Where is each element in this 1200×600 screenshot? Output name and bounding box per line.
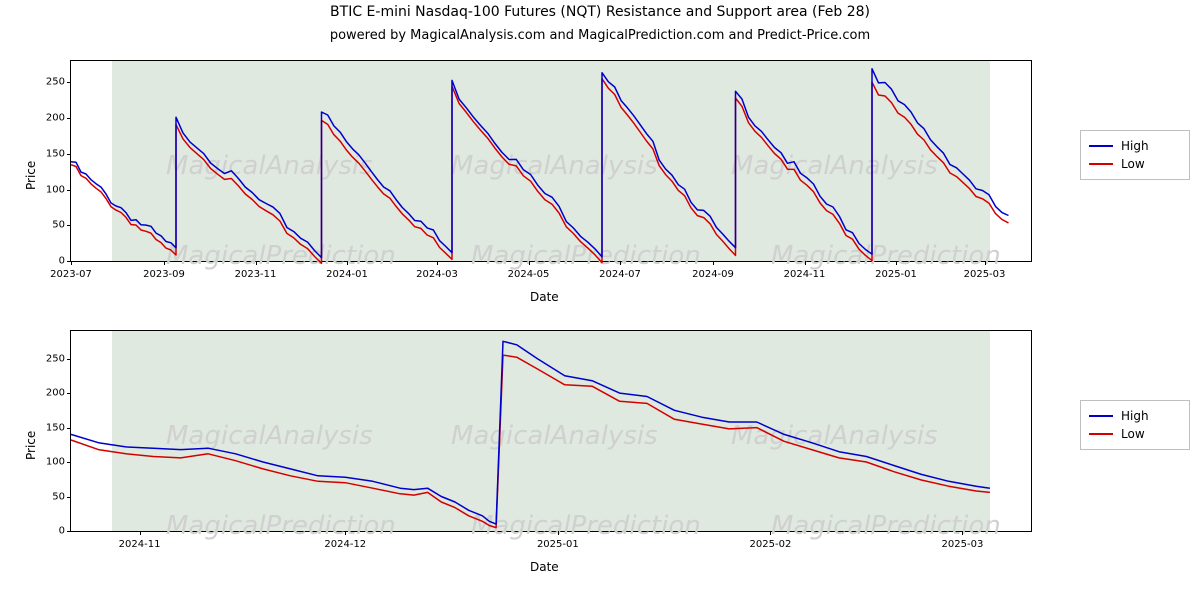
- y-tick-label: 100: [46, 457, 65, 468]
- legend-row-low: Low: [1089, 425, 1181, 443]
- x-tick-label: 2024-07: [599, 269, 641, 280]
- x-tick-label: 2024-09: [692, 269, 734, 280]
- x-tick-label: 2023-07: [50, 269, 92, 280]
- y-tick-label: 150: [46, 148, 65, 159]
- x-tick-label: 2024-01: [326, 269, 368, 280]
- chart-subtitle: powered by MagicalAnalysis.com and Magic…: [0, 28, 1200, 43]
- top-y-axis-label: Price: [24, 161, 38, 190]
- y-tick-label: 0: [59, 256, 65, 267]
- y-tick-label: 200: [46, 113, 65, 124]
- y-tick-label: 200: [46, 388, 65, 399]
- legend-label-low: Low: [1121, 157, 1145, 171]
- legend-row-high: High: [1089, 407, 1181, 425]
- x-tick-label: 2025-01: [537, 539, 579, 550]
- bottom-chart-lines: [71, 331, 1031, 531]
- top-chart-panel: MagicalAnalysisMagicalAnalysisMagicalAna…: [70, 60, 1032, 262]
- x-tick-label: 2024-03: [416, 269, 458, 280]
- x-tick-label: 2025-03: [942, 539, 984, 550]
- y-tick-label: 250: [46, 353, 65, 364]
- y-tick-label: 50: [52, 220, 65, 231]
- bottom-chart-panel: MagicalAnalysisMagicalAnalysisMagicalAna…: [70, 330, 1032, 532]
- y-tick-label: 100: [46, 184, 65, 195]
- legend-label-low: Low: [1121, 427, 1145, 441]
- legend-swatch-low: [1089, 433, 1113, 435]
- x-tick-label: 2025-01: [875, 269, 917, 280]
- x-tick-label: 2024-05: [508, 269, 550, 280]
- top-legend: High Low: [1080, 130, 1190, 180]
- y-tick-label: 50: [52, 491, 65, 502]
- legend-row-low: Low: [1089, 155, 1181, 173]
- x-tick-label: 2023-11: [235, 269, 277, 280]
- legend-label-high: High: [1121, 409, 1149, 423]
- legend-swatch-high: [1089, 145, 1113, 147]
- top-x-axis-label: Date: [530, 290, 559, 304]
- bottom-x-axis-label: Date: [530, 560, 559, 574]
- x-tick-label: 2025-02: [750, 539, 792, 550]
- x-tick-label: 2024-11: [119, 539, 161, 550]
- x-tick-label: 2024-11: [784, 269, 826, 280]
- y-tick-label: 150: [46, 422, 65, 433]
- legend-swatch-low: [1089, 163, 1113, 165]
- bottom-y-axis-label: Price: [24, 431, 38, 460]
- legend-label-high: High: [1121, 139, 1149, 153]
- y-tick-label: 250: [46, 77, 65, 88]
- top-chart-lines: [71, 61, 1031, 261]
- bottom-legend: High Low: [1080, 400, 1190, 450]
- x-tick-label: 2023-09: [143, 269, 185, 280]
- x-tick-label: 2024-12: [324, 539, 366, 550]
- y-tick-label: 0: [59, 526, 65, 537]
- legend-row-high: High: [1089, 137, 1181, 155]
- chart-title: BTIC E-mini Nasdaq-100 Futures (NQT) Res…: [0, 4, 1200, 20]
- legend-swatch-high: [1089, 415, 1113, 417]
- x-tick-label: 2025-03: [964, 269, 1006, 280]
